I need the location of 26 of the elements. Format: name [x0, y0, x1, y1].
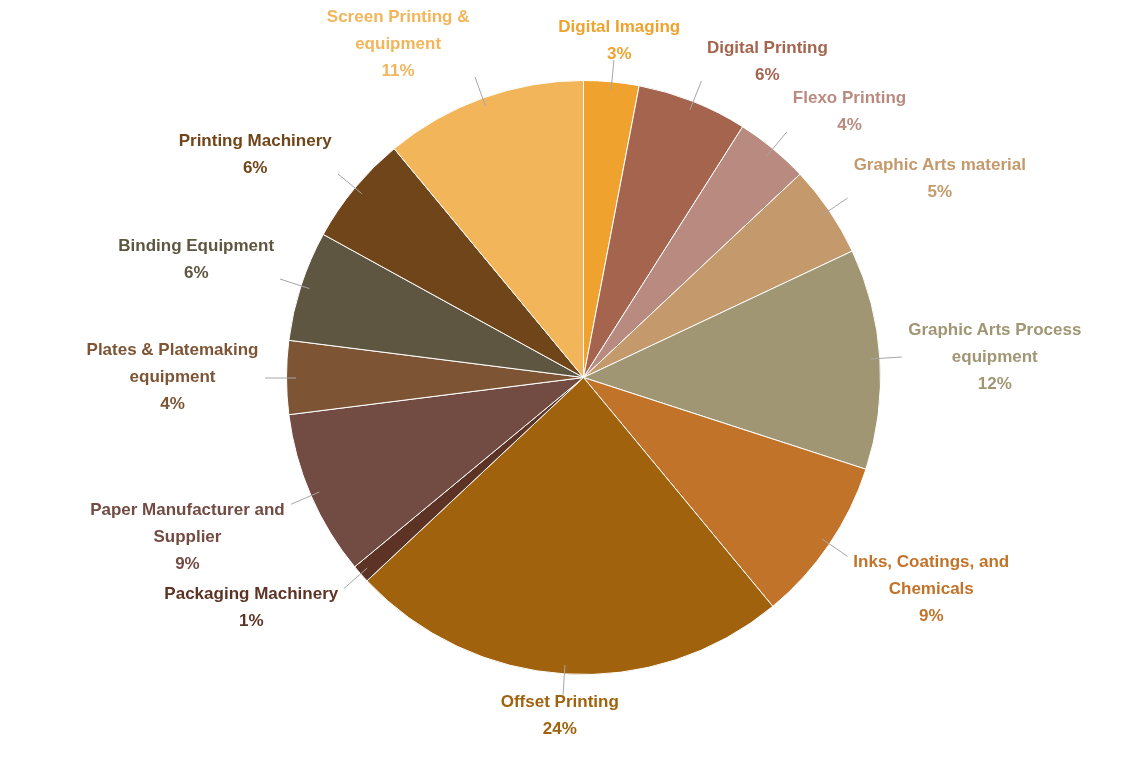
slice-label: Packaging Machinery: [164, 584, 339, 604]
data-label: 1%: [239, 611, 264, 631]
slice-label: Offset Printing: [500, 691, 619, 711]
slice-label: Inks, Coatings, and Chemicals: [853, 552, 1010, 599]
slice-label: Plates & Platemaking equipment: [86, 340, 259, 387]
data-label: 6%: [183, 262, 209, 282]
slice-label: Screen Printing & equipment: [326, 7, 470, 54]
data-label: 3%: [606, 43, 632, 63]
slice-label: Graphic Arts material: [853, 154, 1026, 174]
slice-label: Flexo Printing: [792, 88, 907, 108]
data-label: 9%: [918, 606, 944, 626]
data-label: 12%: [977, 374, 1012, 394]
data-label: 4%: [160, 394, 185, 414]
data-label: 11%: [381, 61, 415, 81]
slice-label: Paper Manufacturer and Supplier: [90, 499, 285, 546]
data-label: 4%: [837, 115, 862, 135]
data-label: 9%: [175, 553, 200, 573]
data-label: 6%: [755, 64, 780, 84]
slice-label: Printing Machinery: [178, 130, 333, 150]
data-label: 24%: [542, 718, 577, 738]
data-label: 6%: [242, 157, 268, 177]
slice-label: Graphic Arts Process equipment: [908, 320, 1082, 367]
slice-label: Digital Imaging: [558, 16, 681, 36]
data-label: 5%: [927, 181, 953, 201]
slice-label: Digital Printing: [706, 37, 828, 57]
slice-label: Binding Equipment: [118, 235, 275, 255]
